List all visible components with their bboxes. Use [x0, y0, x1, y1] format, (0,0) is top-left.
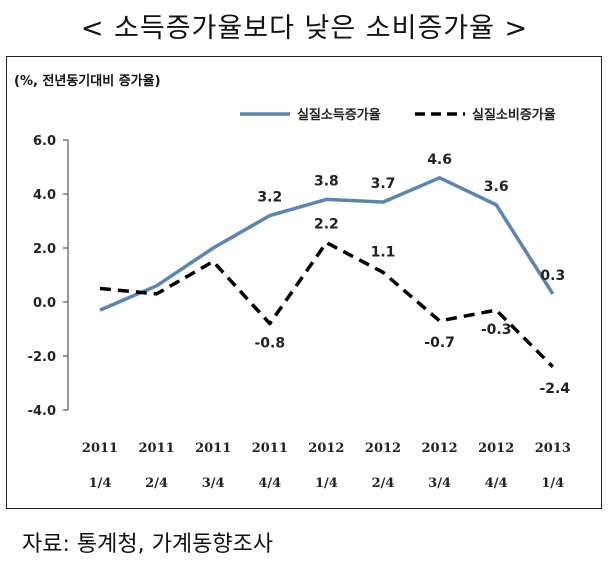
unit-label: (%, 전년동기대비 증가율): [14, 74, 161, 89]
x-tick-label-year: 2011: [195, 441, 231, 456]
legend-label-income: 실질소득증가율: [297, 107, 381, 123]
data-label: 1.1: [371, 244, 396, 260]
x-tick-label-quarter: 4/4: [258, 476, 281, 491]
x-tick-label-year: 2013: [535, 441, 571, 456]
x-tick-label-year: 2011: [139, 441, 175, 456]
y-tick-label: 4.0: [33, 188, 56, 203]
x-tick-label-year: 2011: [82, 441, 118, 456]
data-label: 3.6: [484, 179, 509, 195]
x-tick-label-year: 2012: [365, 441, 401, 456]
data-label: 3.8: [314, 173, 339, 189]
x-tick-label-quarter: 3/4: [202, 476, 225, 491]
y-tick-label: 0.0: [33, 296, 56, 311]
series-line-consumption: [99, 240, 555, 369]
chart-title: < 소득증가율보다 낮은 소비증가율 >: [80, 13, 529, 44]
source-note: 자료: 통계청, 가계동향조사: [22, 532, 274, 557]
data-label: 0.3: [540, 268, 565, 284]
data-label: 3.7: [371, 176, 396, 192]
data-label: 4.6: [427, 152, 452, 168]
x-tick-label-year: 2012: [422, 441, 458, 456]
y-tick-label: 2.0: [33, 242, 56, 257]
data-label: 2.2: [314, 217, 339, 233]
x-tick-label-quarter: 2/4: [145, 476, 168, 491]
data-label: -0.7: [424, 335, 455, 351]
x-tick-label-quarter: 3/4: [428, 476, 451, 491]
series-line-income: [99, 176, 555, 312]
data-label: -0.8: [254, 336, 285, 352]
legend-label-consumption: 실질소비증가율: [472, 107, 556, 123]
chart-panel: [6, 56, 602, 509]
y-tick-label: 6.0: [33, 134, 56, 149]
x-tick-label-quarter: 4/4: [485, 476, 508, 491]
x-tick-label-year: 2012: [478, 441, 514, 456]
x-tick-label-quarter: 1/4: [89, 476, 112, 491]
data-label: 3.2: [257, 190, 282, 206]
data-label: -0.3: [481, 322, 512, 338]
y-tick-label: -4.0: [28, 404, 56, 419]
x-tick-label-quarter: 2/4: [372, 476, 395, 491]
y-tick-label: -2.0: [28, 350, 56, 365]
x-tick-label-year: 2011: [252, 441, 288, 456]
x-tick-label-quarter: 1/4: [315, 476, 338, 491]
data-label: -2.4: [539, 381, 570, 397]
x-tick-label-year: 2012: [308, 441, 344, 456]
x-tick-label-quarter: 1/4: [541, 476, 564, 491]
